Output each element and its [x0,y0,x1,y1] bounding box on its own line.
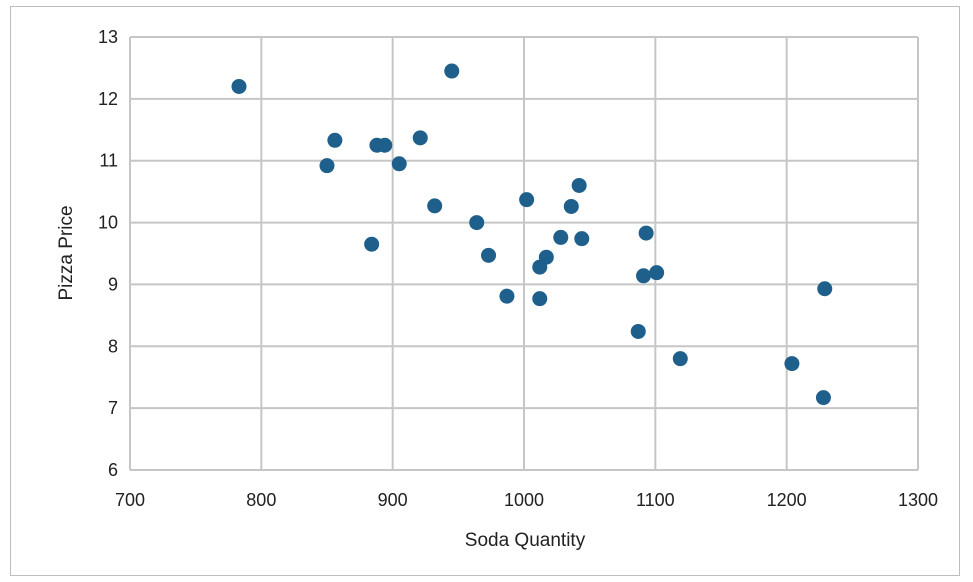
y-axis-ticks: 6 7 8 9 10 11 12 13 [98,27,118,480]
data-point [377,137,393,153]
data-point [784,356,800,372]
data-point [427,198,443,214]
data-point [327,132,343,148]
data-point [571,177,587,193]
data-point [231,78,247,94]
data-point [815,390,831,406]
y-tick-label: 10 [98,213,118,233]
y-tick-label: 7 [108,398,118,418]
data-point [364,236,380,252]
data-point [532,291,548,307]
x-tick-label: 700 [115,490,145,510]
data-point [412,130,428,146]
data-point [469,215,485,231]
data-point [499,288,515,304]
data-point [563,198,579,214]
data-point [553,229,569,245]
data-point [319,158,335,174]
y-tick-label: 8 [108,336,118,356]
x-axis-ticks: 700 800 900 1000 1100 1200 1300 [115,490,938,510]
data-point [532,259,548,275]
data-point [444,63,460,79]
grid [129,36,919,471]
y-tick-label: 12 [98,89,118,109]
data-point [672,351,688,367]
chart-frame [10,6,960,576]
data-point [481,247,497,263]
y-axis-label: Pizza Price [56,205,77,300]
data-point [636,268,652,284]
x-tick-label: 1300 [898,490,938,510]
data-point [817,281,833,297]
y-tick-label: 6 [108,460,118,480]
x-tick-label: 1000 [504,490,544,510]
data-point [519,192,535,208]
data-point [630,323,646,339]
x-tick-label: 1200 [767,490,807,510]
y-tick-label: 13 [98,27,118,47]
y-tick-label: 11 [99,151,118,171]
x-tick-label: 800 [246,490,276,510]
x-tick-label: 900 [378,490,408,510]
data-point [638,225,654,241]
data-point [649,265,665,281]
y-tick-label: 9 [108,274,118,294]
data-point [391,156,407,172]
data-point [574,231,590,247]
x-tick-label: 1100 [636,490,675,510]
x-axis-label: Soda Quantity [465,530,586,551]
data-points [231,63,833,406]
